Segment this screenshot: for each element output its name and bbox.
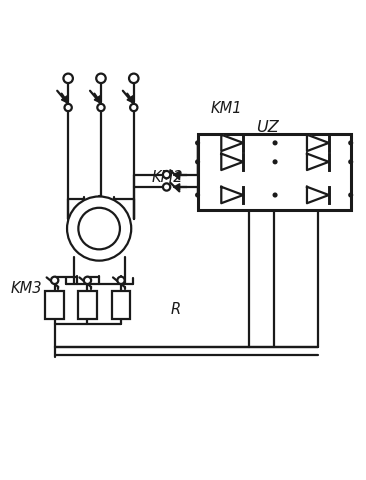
Text: UZ: UZ	[256, 120, 279, 135]
Circle shape	[78, 208, 120, 250]
Text: KM1: KM1	[210, 101, 242, 116]
Text: KM2: KM2	[152, 170, 183, 185]
Circle shape	[51, 277, 58, 284]
Polygon shape	[307, 135, 329, 152]
Polygon shape	[174, 172, 180, 179]
Circle shape	[195, 160, 200, 165]
Circle shape	[163, 184, 170, 191]
Circle shape	[273, 193, 278, 198]
Circle shape	[273, 141, 278, 146]
Polygon shape	[221, 135, 243, 152]
Polygon shape	[307, 187, 329, 204]
Circle shape	[117, 277, 125, 284]
Polygon shape	[127, 96, 134, 104]
Bar	[112, 292, 131, 319]
Bar	[45, 292, 64, 319]
Circle shape	[348, 193, 353, 198]
Polygon shape	[307, 154, 329, 171]
Circle shape	[195, 141, 200, 146]
Bar	[78, 292, 97, 319]
Circle shape	[195, 193, 200, 198]
Polygon shape	[221, 187, 243, 204]
Circle shape	[348, 141, 353, 146]
Circle shape	[84, 277, 91, 284]
Circle shape	[348, 160, 353, 165]
Polygon shape	[61, 96, 68, 104]
Text: KM3: KM3	[11, 280, 42, 296]
Circle shape	[163, 171, 170, 179]
Bar	[198, 134, 351, 211]
Circle shape	[67, 197, 131, 261]
Polygon shape	[174, 184, 180, 191]
Text: R: R	[170, 301, 180, 317]
Polygon shape	[94, 96, 101, 104]
Circle shape	[273, 160, 278, 165]
Polygon shape	[221, 154, 243, 171]
